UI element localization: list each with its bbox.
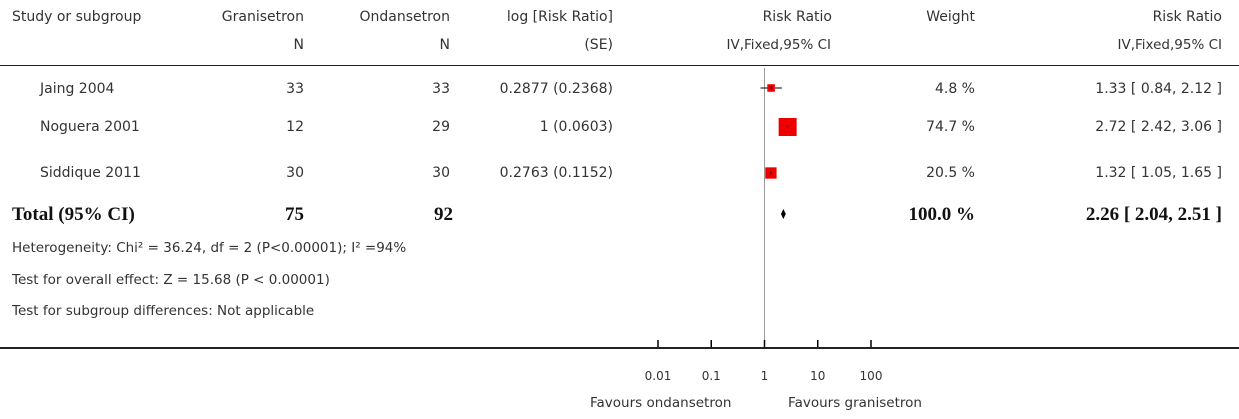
header-granisetron: Granisetron — [221, 9, 304, 25]
subgroup-differences-text: Test for subgroup differences: Not appli… — [12, 303, 315, 319]
study-ci: 2.72 [ 2.42, 3.06 ] — [1095, 119, 1222, 135]
heterogeneity-text: Heterogeneity: Chi² = 36.24, df = 2 (P<0… — [12, 240, 407, 256]
header-study: Study or subgroup — [12, 9, 142, 25]
study-n-ondansetron: 29 — [432, 119, 450, 135]
pooled-diamond — [780, 209, 786, 219]
total-n-ondansetron: 92 — [434, 204, 453, 225]
study-log-rr: 0.2763 (0.1152) — [499, 165, 613, 181]
overall-effect-text: Test for overall effect: Z = 15.68 (P < … — [12, 272, 330, 288]
total-n-granisetron: 75 — [285, 204, 304, 225]
study-name: Jaing 2004 — [40, 81, 115, 97]
header-weight: Weight — [926, 9, 975, 25]
axis-tick-label: 1 — [761, 369, 769, 383]
header-method-value: IV,Fixed,95% CI — [1117, 37, 1223, 53]
study-ci: 1.33 [ 0.84, 2.12 ] — [1095, 81, 1222, 97]
total-ci: 2.26 [ 2.04, 2.51 ] — [1085, 204, 1222, 225]
axis-tick-label: 10 — [810, 369, 825, 383]
header-n-granisetron: N — [293, 37, 304, 53]
axis-tick-label: 100 — [860, 369, 883, 383]
study-n-granisetron: 30 — [286, 165, 304, 181]
header-rule — [0, 65, 1239, 66]
study-weight: 4.8 % — [934, 81, 975, 97]
study-log-rr: 1 (0.0603) — [539, 119, 613, 135]
study-n-ondansetron: 30 — [432, 165, 450, 181]
study-n-ondansetron: 33 — [432, 81, 450, 97]
favours-right-label: Favours granisetron — [788, 395, 922, 411]
study-n-granisetron: 12 — [286, 119, 304, 135]
header-risk-ratio-value: Risk Ratio — [1152, 9, 1222, 25]
header-n-ondansetron: N — [439, 37, 450, 53]
study-name: Siddique 2011 — [40, 165, 141, 181]
axis-tick-label: 0.01 — [645, 369, 672, 383]
axis-tick-label: 0.1 — [702, 369, 721, 383]
header-risk-ratio-plot: Risk Ratio — [762, 9, 832, 25]
study-weight: 74.7 % — [926, 119, 975, 135]
total-label: Total (95% CI) — [12, 204, 135, 225]
header-ondansetron: Ondansetron — [359, 9, 450, 25]
header-se: (SE) — [584, 37, 613, 53]
study-weight: 20.5 % — [926, 165, 975, 181]
study-ci: 1.32 [ 1.05, 1.65 ] — [1095, 165, 1222, 181]
study-name: Noguera 2001 — [40, 119, 140, 135]
study-log-rr: 0.2877 (0.2368) — [499, 81, 613, 97]
favours-left-label: Favours ondansetron — [590, 395, 732, 411]
header-method-plot: IV,Fixed,95% CI — [726, 37, 832, 53]
total-weight: 100.0 % — [908, 204, 976, 225]
study-n-granisetron: 33 — [286, 81, 304, 97]
bottom-rule — [0, 347, 1239, 349]
header-log-risk-ratio: log [Risk Ratio] — [506, 9, 613, 25]
